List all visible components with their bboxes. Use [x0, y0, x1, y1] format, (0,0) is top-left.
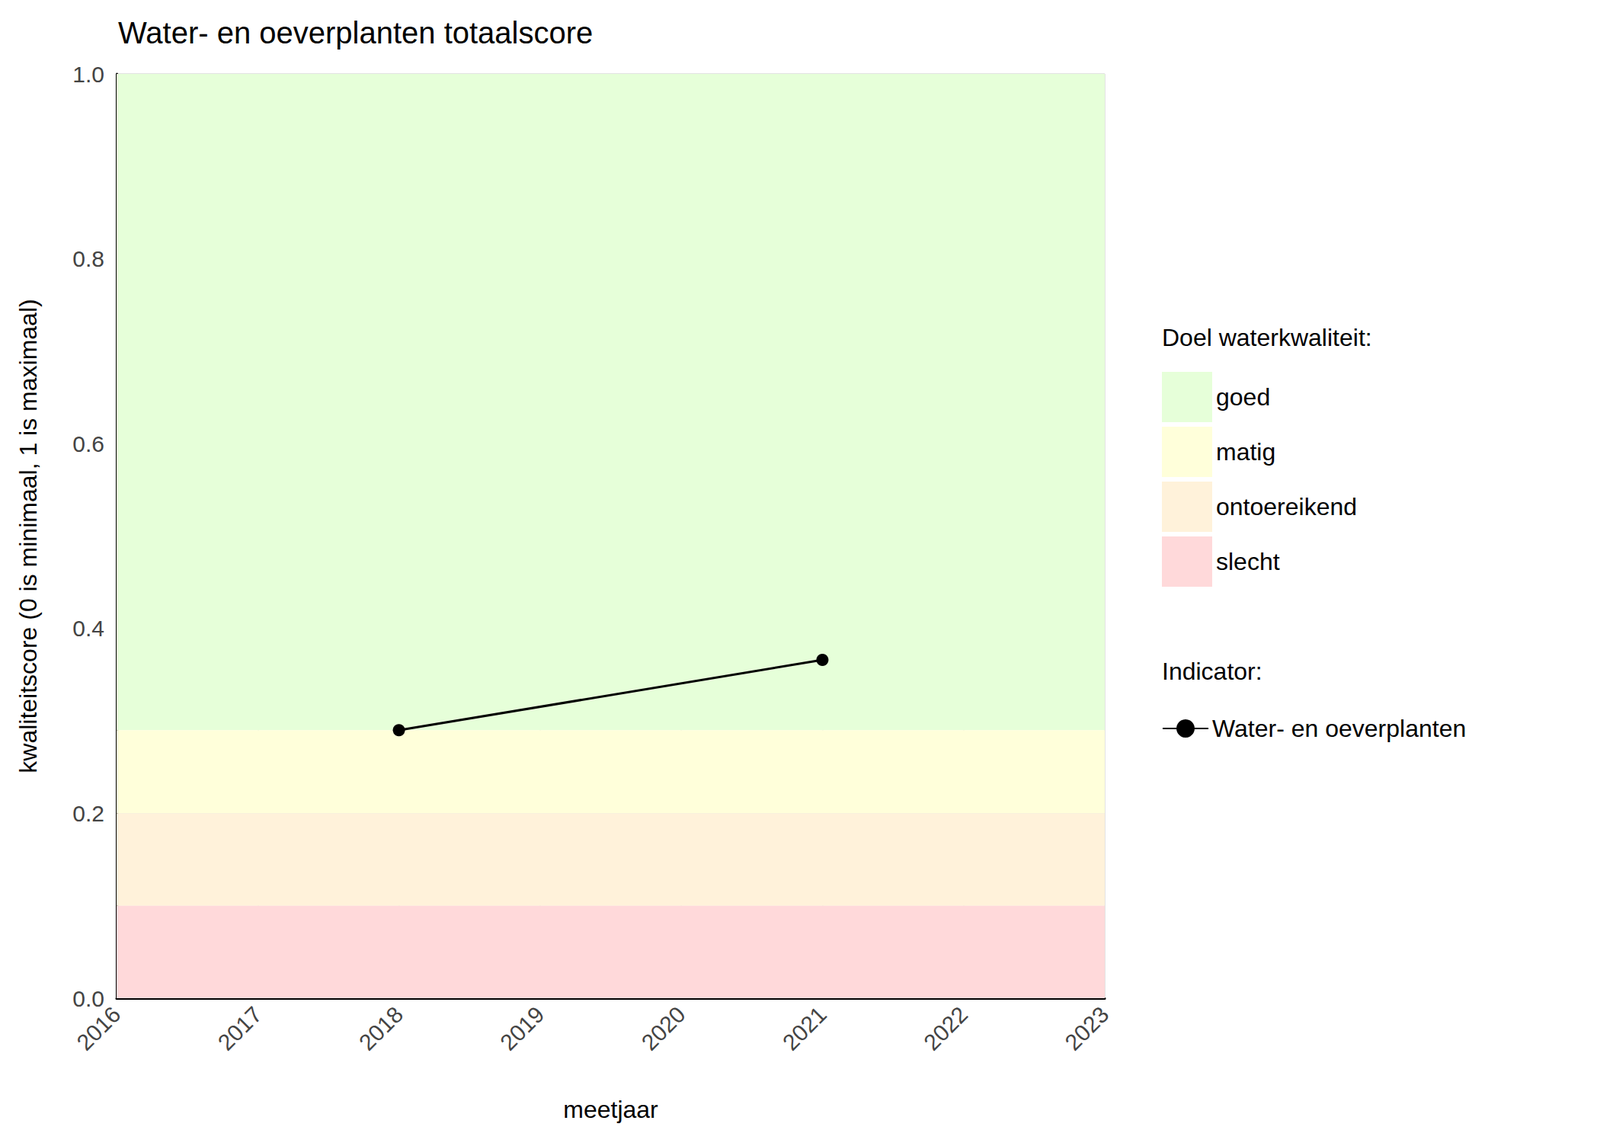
svg-text:0.2: 0.2 — [72, 800, 105, 826]
svg-text:Water- en oeverplanten: Water- en oeverplanten — [1212, 714, 1466, 743]
svg-text:2022: 2022 — [918, 1001, 973, 1056]
svg-text:2019: 2019 — [495, 1001, 550, 1056]
svg-text:0.0: 0.0 — [72, 985, 105, 1012]
svg-text:2016: 2016 — [71, 1001, 126, 1056]
svg-text:meetjaar: meetjaar — [563, 1095, 659, 1124]
svg-text:matig: matig — [1216, 438, 1276, 466]
svg-text:ontoereikend: ontoereikend — [1216, 492, 1357, 521]
svg-text:slecht: slecht — [1216, 547, 1280, 576]
svg-text:Doel waterkwaliteit:: Doel waterkwaliteit: — [1161, 323, 1373, 352]
svg-text:Water- en oeverplanten totaals: Water- en oeverplanten totaalscore — [118, 16, 593, 50]
svg-text:Indicator:: Indicator: — [1161, 657, 1263, 685]
svg-text:2018: 2018 — [354, 1001, 409, 1056]
svg-text:0.6: 0.6 — [72, 431, 105, 457]
svg-text:0.8: 0.8 — [72, 246, 105, 272]
svg-text:kwaliteitscore (0 is minimaal,: kwaliteitscore (0 is minimaal, 1 is maxi… — [14, 298, 42, 773]
svg-text:0.4: 0.4 — [72, 615, 105, 641]
svg-text:2021: 2021 — [777, 1001, 832, 1056]
svg-text:2020: 2020 — [636, 1001, 691, 1056]
svg-text:2023: 2023 — [1059, 1001, 1114, 1056]
svg-text:goed: goed — [1216, 383, 1271, 411]
svg-text:2017: 2017 — [212, 1001, 267, 1056]
svg-text:1.0: 1.0 — [72, 61, 105, 87]
